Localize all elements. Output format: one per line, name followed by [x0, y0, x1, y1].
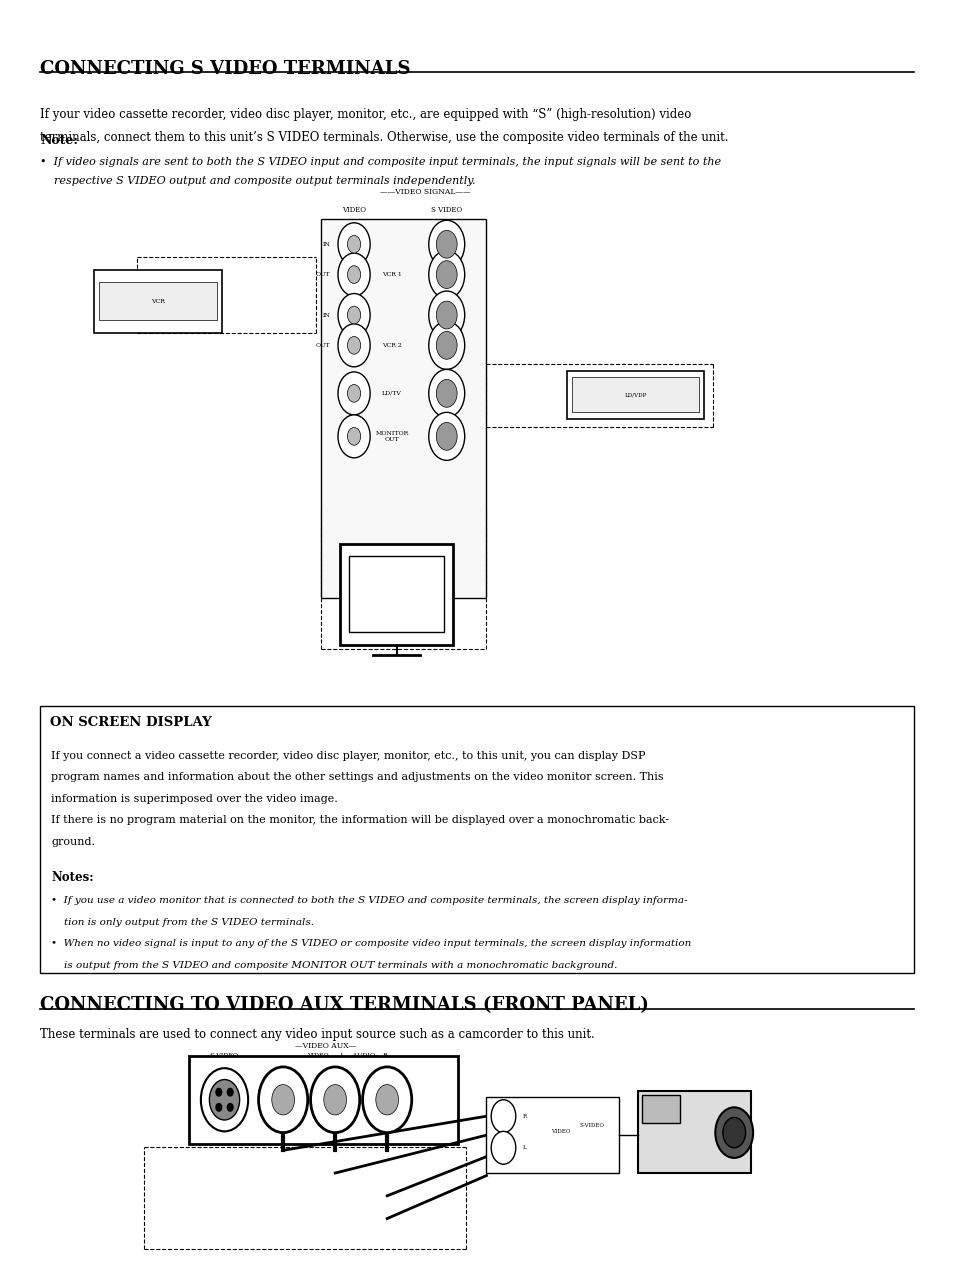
Text: MONITOR
OUT: MONITOR OUT — [375, 431, 408, 441]
Bar — [571, 377, 699, 412]
Circle shape — [347, 235, 360, 253]
Text: These terminals are used to connect any video input source such as a camcorder t: These terminals are used to connect any … — [40, 1028, 595, 1040]
Text: information is superimposed over the video image.: information is superimposed over the vid… — [51, 794, 338, 804]
Circle shape — [428, 220, 464, 268]
Text: If your video cassette recorder, video disc player, monitor, etc., are equipped : If your video cassette recorder, video d… — [40, 108, 691, 121]
Text: •  If you use a video monitor that is connected to both the S VIDEO and composit: • If you use a video monitor that is con… — [51, 897, 687, 906]
Circle shape — [436, 230, 456, 258]
Circle shape — [209, 1080, 239, 1119]
Text: is output from the S VIDEO and composite MONITOR OUT terminals with a monochroma: is output from the S VIDEO and composite… — [51, 960, 618, 969]
Text: CONNECTING TO VIDEO AUX TERMINALS (FRONT PANEL): CONNECTING TO VIDEO AUX TERMINALS (FRONT… — [40, 996, 648, 1014]
Text: ground.: ground. — [51, 837, 95, 847]
Text: IN: IN — [322, 242, 330, 247]
Text: program names and information about the other settings and adjustments on the vi: program names and information about the … — [51, 772, 663, 782]
Bar — [320, 219, 486, 598]
Bar — [638, 1091, 750, 1173]
Bar — [339, 543, 453, 645]
Circle shape — [337, 415, 370, 458]
Text: VIDEO      L    AUDIO    R: VIDEO L AUDIO R — [307, 1053, 387, 1058]
Text: L: L — [522, 1145, 526, 1150]
Circle shape — [436, 422, 456, 450]
Circle shape — [337, 371, 370, 415]
Bar — [98, 282, 216, 321]
Bar — [189, 1056, 457, 1144]
Text: LD/VDP: LD/VDP — [623, 392, 646, 397]
Text: ——VIDEO SIGNAL——: ——VIDEO SIGNAL—— — [379, 188, 470, 196]
Text: CONNECTING S VIDEO TERMINALS: CONNECTING S VIDEO TERMINALS — [40, 60, 410, 78]
Circle shape — [337, 223, 370, 266]
Circle shape — [722, 1118, 745, 1147]
Text: VCR 1: VCR 1 — [381, 272, 401, 277]
Text: VCR: VCR — [151, 299, 165, 304]
Text: Notes:: Notes: — [51, 871, 94, 884]
Text: ON SCREEN DISPLAY: ON SCREEN DISPLAY — [50, 716, 211, 729]
Text: VIDEO: VIDEO — [550, 1130, 569, 1135]
Circle shape — [436, 261, 456, 289]
Text: OUT: OUT — [315, 272, 330, 277]
Circle shape — [337, 324, 370, 366]
Text: terminals, connect them to this unit’s S VIDEO terminals. Otherwise, use the com: terminals, connect them to this unit’s S… — [40, 131, 728, 144]
Circle shape — [347, 384, 360, 402]
Text: S VIDEO: S VIDEO — [431, 206, 462, 215]
Text: —VIDEO AUX—: —VIDEO AUX— — [294, 1043, 355, 1051]
Text: R: R — [522, 1114, 526, 1118]
Text: IN: IN — [322, 313, 330, 318]
Circle shape — [436, 301, 456, 329]
Circle shape — [428, 412, 464, 460]
Circle shape — [227, 1089, 233, 1096]
Circle shape — [347, 307, 360, 324]
Bar — [486, 1098, 618, 1173]
Circle shape — [347, 266, 360, 284]
Circle shape — [347, 337, 360, 354]
Circle shape — [215, 1104, 221, 1112]
Circle shape — [436, 332, 456, 359]
Circle shape — [347, 427, 360, 445]
Bar — [566, 370, 703, 418]
Text: S-VIDEO: S-VIDEO — [578, 1123, 603, 1128]
Text: Note:: Note: — [40, 135, 78, 148]
Text: •  When no video signal is input to any of the S VIDEO or composite video input : • When no video signal is input to any o… — [51, 939, 691, 949]
Circle shape — [491, 1100, 516, 1132]
Circle shape — [715, 1108, 752, 1158]
Circle shape — [362, 1067, 412, 1132]
Bar — [94, 270, 221, 333]
Text: VIDEO: VIDEO — [342, 206, 366, 215]
Bar — [40, 706, 913, 973]
Text: VCR 2: VCR 2 — [381, 343, 401, 347]
Circle shape — [491, 1131, 516, 1164]
Circle shape — [215, 1089, 221, 1096]
Circle shape — [272, 1085, 294, 1116]
Text: If you connect a video cassette recorder, video disc player, monitor, etc., to t: If you connect a video cassette recorder… — [51, 750, 645, 761]
Circle shape — [428, 291, 464, 340]
Circle shape — [323, 1085, 346, 1116]
Text: S VIDEO: S VIDEO — [210, 1053, 237, 1058]
Circle shape — [337, 294, 370, 337]
Text: •  If video signals are sent to both the S VIDEO input and composite input termi: • If video signals are sent to both the … — [40, 156, 720, 167]
Circle shape — [201, 1068, 248, 1131]
Circle shape — [258, 1067, 308, 1132]
Text: If there is no program material on the monitor, the information will be displaye: If there is no program material on the m… — [51, 815, 669, 826]
Circle shape — [428, 369, 464, 417]
Circle shape — [428, 322, 464, 369]
Circle shape — [375, 1085, 398, 1116]
Circle shape — [337, 253, 370, 296]
Text: tion is only output from the S VIDEO terminals.: tion is only output from the S VIDEO ter… — [51, 918, 314, 927]
Text: OUT: OUT — [315, 343, 330, 347]
Bar — [349, 556, 443, 632]
Text: respective S VIDEO output and composite output terminals independently.: respective S VIDEO output and composite … — [40, 176, 476, 186]
Circle shape — [436, 379, 456, 407]
Circle shape — [227, 1104, 233, 1112]
Circle shape — [428, 251, 464, 299]
Bar — [641, 1095, 679, 1122]
Circle shape — [311, 1067, 359, 1132]
Text: LD/TV: LD/TV — [381, 391, 401, 396]
